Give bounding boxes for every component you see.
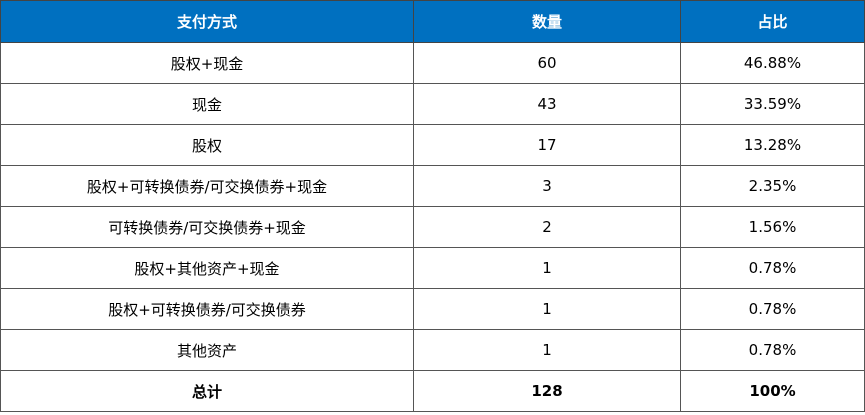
share-cell: 13.28% xyxy=(680,124,865,166)
share-cell: 0.78% xyxy=(680,329,865,371)
payment-method-cell: 股权+现金 xyxy=(0,42,414,84)
share-cell: 46.88% xyxy=(680,42,865,84)
count-cell: 3 xyxy=(413,165,681,207)
table-row: 股权 17 13.28% xyxy=(0,124,865,166)
payment-method-cell: 股权+可转换债券/可交换债券 xyxy=(0,288,414,330)
share-cell: 0.78% xyxy=(680,247,865,289)
count-cell: 17 xyxy=(413,124,681,166)
header-row: 支付方式 数量 占比 xyxy=(0,0,865,43)
payment-method-cell: 股权 xyxy=(0,124,414,166)
payment-method-cell: 可转换债券/可交换债券+现金 xyxy=(0,206,414,248)
share-cell: 33.59% xyxy=(680,83,865,125)
total-count: 128 xyxy=(413,370,681,412)
total-row: 总计 128 100% xyxy=(0,370,865,412)
count-cell: 43 xyxy=(413,83,681,125)
share-cell: 2.35% xyxy=(680,165,865,207)
share-cell: 0.78% xyxy=(680,288,865,330)
count-cell: 1 xyxy=(413,288,681,330)
table-row: 可转换债券/可交换债券+现金 2 1.56% xyxy=(0,206,865,248)
total-label: 总计 xyxy=(0,370,414,412)
table-row: 其他资产 1 0.78% xyxy=(0,329,865,371)
count-cell: 60 xyxy=(413,42,681,84)
payment-method-cell: 其他资产 xyxy=(0,329,414,371)
payment-method-cell: 股权+其他资产+现金 xyxy=(0,247,414,289)
count-cell: 2 xyxy=(413,206,681,248)
payment-method-cell: 股权+可转换债券/可交换债券+现金 xyxy=(0,165,414,207)
payment-method-cell: 现金 xyxy=(0,83,414,125)
total-share: 100% xyxy=(680,370,865,412)
header-payment-method: 支付方式 xyxy=(0,0,414,43)
share-cell: 1.56% xyxy=(680,206,865,248)
count-cell: 1 xyxy=(413,247,681,289)
header-count: 数量 xyxy=(413,0,681,43)
count-cell: 1 xyxy=(413,329,681,371)
header-share: 占比 xyxy=(680,0,865,43)
table-row: 股权+现金 60 46.88% xyxy=(0,42,865,84)
table-row: 股权+可转换债券/可交换债券+现金 3 2.35% xyxy=(0,165,865,207)
table-row: 现金 43 33.59% xyxy=(0,83,865,125)
table-row: 股权+可转换债券/可交换债券 1 0.78% xyxy=(0,288,865,330)
table-row: 股权+其他资产+现金 1 0.78% xyxy=(0,247,865,289)
